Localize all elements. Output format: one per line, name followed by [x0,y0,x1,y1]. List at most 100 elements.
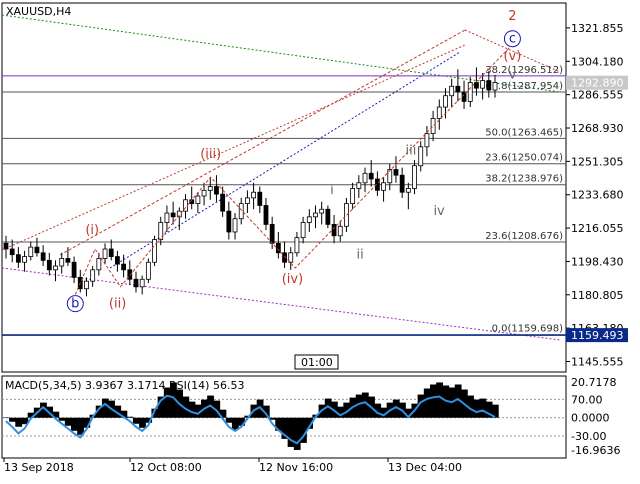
macd-bar [355,394,363,418]
macd-bar [374,403,382,418]
wave-label: (v) [503,49,521,64]
wave-label: iv [433,204,445,219]
macd-bar [52,411,60,418]
macd-bar [70,417,78,431]
candle-body [53,265,58,271]
candle-body [313,212,318,218]
macd-bar [58,417,66,421]
macd-bar [213,400,221,418]
candle-body [226,210,232,233]
candle-body [294,237,300,254]
wave-label: (iii) [200,147,221,162]
macd-bar [77,417,84,435]
candle-body [486,80,492,91]
symbol-label: XAUUSD,H4 [6,5,71,18]
macd-bar [114,405,122,418]
time-tick-label: 12 Oct 08:00 [130,461,202,474]
candle-body [3,242,9,250]
candle-body [90,269,96,282]
macd-bar [83,417,91,428]
wave-zigzag [74,44,513,295]
macd-bar [380,407,388,418]
candle-body [275,242,281,254]
candle-body [269,223,275,244]
macd-bar [101,398,109,418]
price-panel-frame [1,2,567,373]
candle-body [412,165,417,189]
candle-body [201,189,207,197]
indicator-tick-label: 70.00 [571,393,603,406]
macd-bar [40,402,47,418]
support-price-label: 1159.493 [571,329,624,342]
fib-label: 0.0(1159.698) [492,324,564,335]
macd-bar [9,417,16,422]
rsi-line [5,394,496,445]
macd-bar [491,404,499,418]
candle-body [108,248,114,257]
candle-body [443,95,448,108]
candle-body [40,252,46,261]
candle-body [393,169,399,176]
channel-line-red-right [464,29,561,73]
candle-body [84,280,89,290]
candle-body [399,174,405,193]
macd-bar [182,396,190,418]
macd-bar [126,416,134,418]
macd-bar [139,417,146,428]
macd-bar [145,417,153,423]
macd-bar [454,384,462,418]
macd-bar [262,405,270,418]
candle-body [405,188,411,193]
macd-bar [324,398,332,418]
candle-body [387,169,393,184]
candle-body [214,186,219,195]
time-tick-label: 13 Dec 04:00 [388,461,462,474]
macd-bar [417,394,425,418]
macd-bar [392,399,400,418]
macd-bar [275,417,283,431]
candle-body [170,212,176,218]
channel-line-blue [109,51,461,269]
current-price-label: 1292.890 [571,77,624,90]
candle-body [238,203,244,220]
candle-body [306,216,312,223]
candle-body [356,182,362,189]
candle-body [158,222,164,240]
candle-body [145,261,151,280]
wave-label: i [330,183,334,198]
macd-bar [231,417,239,430]
macd-bar [120,410,128,418]
price-tick-label: 1233.680 [571,189,624,202]
indicator-tick-label: -16.9636 [571,444,620,457]
candle-body [207,186,213,191]
macd-bar [15,417,23,427]
macd-bar [306,417,313,429]
macd-bar [27,412,35,418]
candle-body [455,85,461,93]
macd-bar [132,417,140,424]
candle-body [350,188,356,204]
price-tick-label: 1216.055 [571,222,624,235]
channel-line-red-inner [59,29,466,256]
price-tick-label: 1180.805 [571,289,624,302]
time-marker-box [294,354,339,370]
candle-body [65,258,71,263]
time-tick-label: 12 Nov 16:00 [259,461,333,474]
candle-body [176,210,182,218]
support-price-tag [566,328,628,343]
fib-label: 50.0(1263.465) [485,127,563,138]
candle-body [257,191,263,206]
wave-circle [503,30,521,48]
candle-body [467,82,473,102]
candle-body [115,256,120,265]
candle-body [28,246,34,257]
candle-body [46,259,52,271]
price-tick-label: 1268.930 [571,122,624,135]
candle-body [133,278,139,288]
macd-bar [473,399,481,418]
price-tick-label: 1145.555 [571,355,624,368]
macd-bar [2,417,10,419]
price-tick-label: 1304.180 [571,55,624,68]
indicator-tick-label: -30.00 [571,430,606,443]
